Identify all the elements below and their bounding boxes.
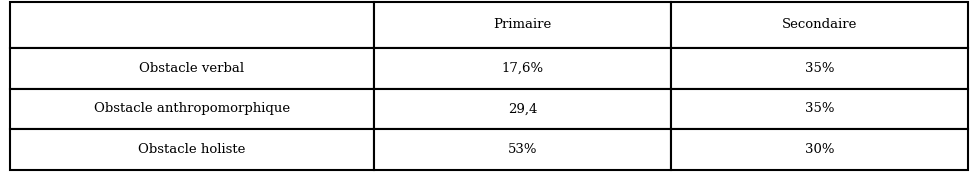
- Bar: [670, 89, 967, 129]
- Bar: [373, 2, 670, 48]
- Bar: [670, 129, 967, 170]
- Bar: [670, 48, 967, 89]
- Text: Primaire: Primaire: [493, 18, 551, 31]
- Text: 17,6%: 17,6%: [501, 62, 543, 75]
- Bar: [10, 129, 373, 170]
- Text: Obstacle anthropomorphique: Obstacle anthropomorphique: [94, 103, 289, 115]
- Bar: [10, 48, 373, 89]
- Text: Obstacle holiste: Obstacle holiste: [138, 143, 245, 156]
- Bar: [373, 89, 670, 129]
- Bar: [670, 2, 967, 48]
- Text: 53%: 53%: [507, 143, 536, 156]
- Bar: [10, 89, 373, 129]
- Text: 35%: 35%: [804, 103, 833, 115]
- Text: 30%: 30%: [804, 143, 833, 156]
- Bar: [373, 48, 670, 89]
- Bar: [373, 129, 670, 170]
- Text: Obstacle verbal: Obstacle verbal: [139, 62, 244, 75]
- Text: 35%: 35%: [804, 62, 833, 75]
- Text: Secondaire: Secondaire: [782, 18, 857, 31]
- Text: 29,4: 29,4: [507, 103, 536, 115]
- Bar: [10, 2, 373, 48]
